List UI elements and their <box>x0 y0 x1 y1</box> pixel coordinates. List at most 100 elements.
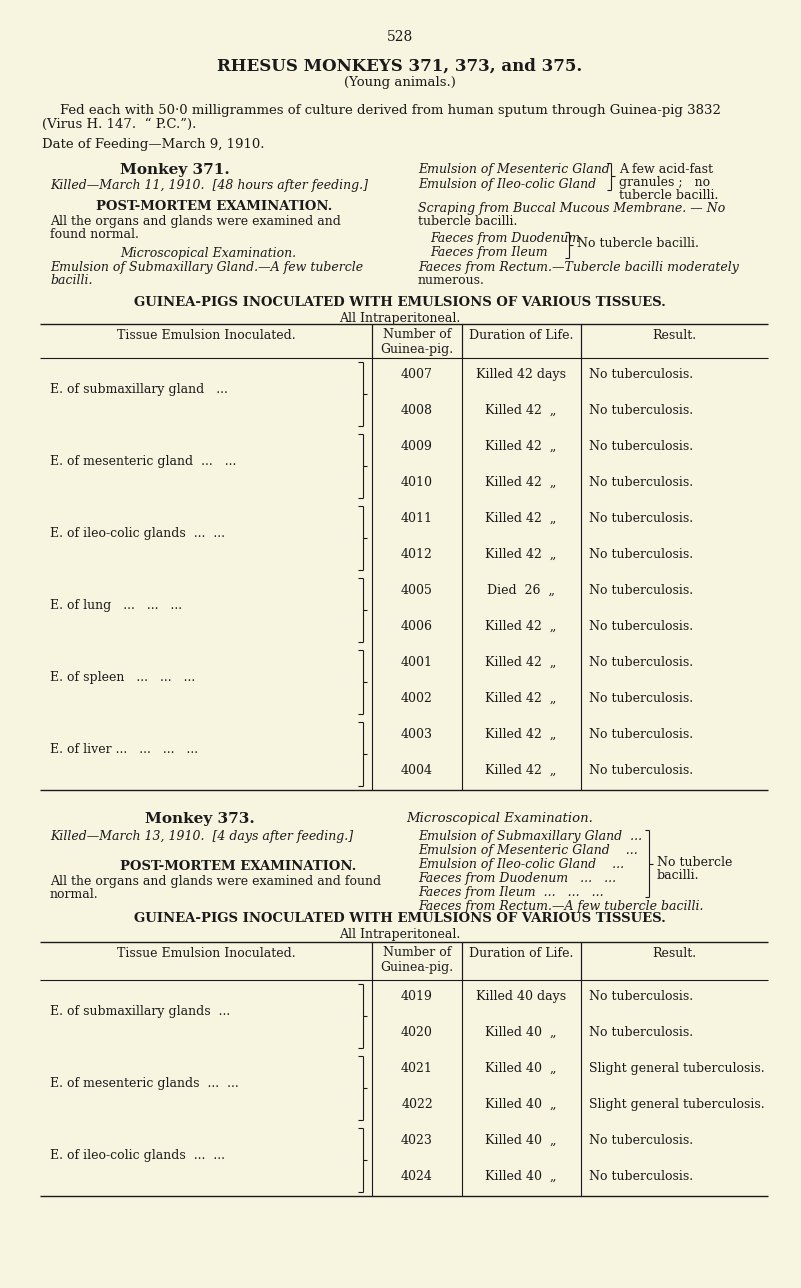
Text: Fed each with 50·0 milligrammes of culture derived from human sputum through Gui: Fed each with 50·0 milligrammes of cultu… <box>60 104 721 117</box>
Text: Killed 40  „: Killed 40 „ <box>485 1133 557 1148</box>
Text: E. of spleen   ...   ...   ...: E. of spleen ... ... ... <box>50 671 195 684</box>
Text: GUINEA-PIGS INOCULATED WITH EMULSIONS OF VARIOUS TISSUES.: GUINEA-PIGS INOCULATED WITH EMULSIONS OF… <box>134 296 666 309</box>
Text: No tuberculosis.: No tuberculosis. <box>589 1027 693 1039</box>
Text: 4021: 4021 <box>401 1063 433 1075</box>
Text: Microscopical Examination.: Microscopical Examination. <box>407 811 594 826</box>
Text: Emulsion of Ileo-colic Gland    ...: Emulsion of Ileo-colic Gland ... <box>418 858 624 871</box>
Text: Faeces from Ileum: Faeces from Ileum <box>430 246 548 259</box>
Text: Tissue Emulsion Inoculated.: Tissue Emulsion Inoculated. <box>117 947 296 960</box>
Text: GUINEA-PIGS INOCULATED WITH EMULSIONS OF VARIOUS TISSUES.: GUINEA-PIGS INOCULATED WITH EMULSIONS OF… <box>134 912 666 925</box>
Text: No tuberculosis.: No tuberculosis. <box>589 990 693 1003</box>
Text: No tuberculosis.: No tuberculosis. <box>589 728 693 741</box>
Text: Duration of Life.: Duration of Life. <box>469 328 574 343</box>
Text: 4002: 4002 <box>401 692 433 705</box>
Text: All the organs and glands were examined and: All the organs and glands were examined … <box>50 215 341 228</box>
Text: Killed 40  „: Killed 40 „ <box>485 1063 557 1075</box>
Text: Killed 42  „: Killed 42 „ <box>485 547 557 562</box>
Text: Faeces from Rectum.—Tubercle bacilli moderately: Faeces from Rectum.—Tubercle bacilli mod… <box>418 261 739 274</box>
Text: No tuberculosis.: No tuberculosis. <box>589 1133 693 1148</box>
Text: Monkey 373.: Monkey 373. <box>145 811 255 826</box>
Text: Killed 40  „: Killed 40 „ <box>485 1027 557 1039</box>
Text: Killed—March 11, 1910.  [48 hours after feeding.]: Killed—March 11, 1910. [48 hours after f… <box>50 179 368 192</box>
Text: Number of
Guinea-pig.: Number of Guinea-pig. <box>380 945 453 974</box>
Text: E. of mesenteric glands  ...  ...: E. of mesenteric glands ... ... <box>50 1077 239 1090</box>
Text: Killed 42  „: Killed 42 „ <box>485 620 557 632</box>
Text: Faeces from Duodenum   ...   ...: Faeces from Duodenum ... ... <box>418 872 616 885</box>
Text: 4007: 4007 <box>401 368 433 381</box>
Text: RHESUS MONKEYS 371, 373, and 375.: RHESUS MONKEYS 371, 373, and 375. <box>217 58 582 75</box>
Text: 4022: 4022 <box>401 1097 433 1112</box>
Text: 4019: 4019 <box>401 990 433 1003</box>
Text: Faeces from Duodenum: Faeces from Duodenum <box>430 232 580 245</box>
Text: E. of liver ...   ...   ...   ...: E. of liver ... ... ... ... <box>50 742 198 756</box>
Text: 528: 528 <box>387 30 413 44</box>
Text: POST-MORTEM EXAMINATION.: POST-MORTEM EXAMINATION. <box>96 200 332 213</box>
Text: Number of
Guinea-pig.: Number of Guinea-pig. <box>380 328 453 355</box>
Text: No tuberculosis.: No tuberculosis. <box>589 440 693 453</box>
Text: (Virus H. 147.  “ P.C.”).: (Virus H. 147. “ P.C.”). <box>42 118 196 131</box>
Text: Killed 42  „: Killed 42 „ <box>485 513 557 526</box>
Text: 4003: 4003 <box>401 728 433 741</box>
Text: No tubercle bacilli.: No tubercle bacilli. <box>577 237 699 250</box>
Text: found normal.: found normal. <box>50 228 139 241</box>
Text: Died  26  „: Died 26 „ <box>487 583 555 598</box>
Text: tubercle bacilli.: tubercle bacilli. <box>619 189 718 202</box>
Text: 4006: 4006 <box>401 620 433 632</box>
Text: E. of ileo-colic glands  ...  ...: E. of ileo-colic glands ... ... <box>50 1149 225 1162</box>
Text: 4008: 4008 <box>401 404 433 417</box>
Text: Emulsion of Mesenteric Gland: Emulsion of Mesenteric Gland <box>418 164 610 176</box>
Text: 4001: 4001 <box>401 656 433 668</box>
Text: granules ;   no: granules ; no <box>619 176 710 189</box>
Text: No tubercle: No tubercle <box>657 855 732 868</box>
Text: Killed 42 days: Killed 42 days <box>476 368 566 381</box>
Text: No tuberculosis.: No tuberculosis. <box>589 692 693 705</box>
Text: No tuberculosis.: No tuberculosis. <box>589 764 693 777</box>
Text: Killed 42  „: Killed 42 „ <box>485 764 557 777</box>
Text: 4024: 4024 <box>401 1170 433 1182</box>
Text: E. of mesenteric gland  ...   ...: E. of mesenteric gland ... ... <box>50 455 236 468</box>
Text: All the organs and glands were examined and found: All the organs and glands were examined … <box>50 875 381 887</box>
Text: E. of ileo-colic glands  ...  ...: E. of ileo-colic glands ... ... <box>50 527 225 540</box>
Text: Emulsion of Mesenteric Gland    ...: Emulsion of Mesenteric Gland ... <box>418 844 638 857</box>
Text: Emulsion of Submaxillary Gland.—A few tubercle: Emulsion of Submaxillary Gland.—A few tu… <box>50 261 363 274</box>
Text: (Young animals.): (Young animals.) <box>344 76 456 89</box>
Text: Killed 42  „: Killed 42 „ <box>485 440 557 453</box>
Text: No tuberculosis.: No tuberculosis. <box>589 547 693 562</box>
Text: Killed—March 13, 1910.  [4 days after feeding.]: Killed—March 13, 1910. [4 days after fee… <box>50 829 353 844</box>
Text: Duration of Life.: Duration of Life. <box>469 947 574 960</box>
Text: bacilli.: bacilli. <box>50 274 92 287</box>
Text: numerous.: numerous. <box>418 274 485 287</box>
Text: No tuberculosis.: No tuberculosis. <box>589 477 693 489</box>
Text: Killed 40  „: Killed 40 „ <box>485 1170 557 1182</box>
Text: Killed 42  „: Killed 42 „ <box>485 404 557 417</box>
Text: normal.: normal. <box>50 887 99 902</box>
Text: Microscopical Examination.: Microscopical Examination. <box>120 247 296 260</box>
Text: E. of lung   ...   ...   ...: E. of lung ... ... ... <box>50 599 182 612</box>
Text: tubercle bacilli.: tubercle bacilli. <box>418 215 517 228</box>
Text: Monkey 371.: Monkey 371. <box>120 164 230 176</box>
Text: No tuberculosis.: No tuberculosis. <box>589 404 693 417</box>
Text: No tuberculosis.: No tuberculosis. <box>589 368 693 381</box>
Text: E. of submaxillary glands  ...: E. of submaxillary glands ... <box>50 1005 230 1018</box>
Text: 4010: 4010 <box>401 477 433 489</box>
Text: 4005: 4005 <box>401 583 433 598</box>
Text: All Intraperitoneal.: All Intraperitoneal. <box>340 927 461 942</box>
Text: Faeces from Ileum  ...   ...   ...: Faeces from Ileum ... ... ... <box>418 886 604 899</box>
Text: No tuberculosis.: No tuberculosis. <box>589 583 693 598</box>
Text: Killed 40  „: Killed 40 „ <box>485 1097 557 1112</box>
Text: Slight general tuberculosis.: Slight general tuberculosis. <box>589 1097 765 1112</box>
Text: Faeces from Rectum.—A few tubercle bacilli.: Faeces from Rectum.—A few tubercle bacil… <box>418 900 703 913</box>
Text: POST-MORTEM EXAMINATION.: POST-MORTEM EXAMINATION. <box>120 860 356 873</box>
Text: No tuberculosis.: No tuberculosis. <box>589 1170 693 1182</box>
Text: 4011: 4011 <box>401 513 433 526</box>
Text: E. of submaxillary gland   ...: E. of submaxillary gland ... <box>50 383 227 395</box>
Text: Killed 42  „: Killed 42 „ <box>485 692 557 705</box>
Text: Killed 40 days: Killed 40 days <box>476 990 566 1003</box>
Text: Scraping from Buccal Mucous Membrane. — No: Scraping from Buccal Mucous Membrane. — … <box>418 202 725 215</box>
Text: Killed 42  „: Killed 42 „ <box>485 728 557 741</box>
Text: 4023: 4023 <box>401 1133 433 1148</box>
Text: No tuberculosis.: No tuberculosis. <box>589 513 693 526</box>
Text: 4020: 4020 <box>401 1027 433 1039</box>
Text: 4009: 4009 <box>401 440 433 453</box>
Text: Emulsion of Ileo-colic Gland: Emulsion of Ileo-colic Gland <box>418 178 596 191</box>
